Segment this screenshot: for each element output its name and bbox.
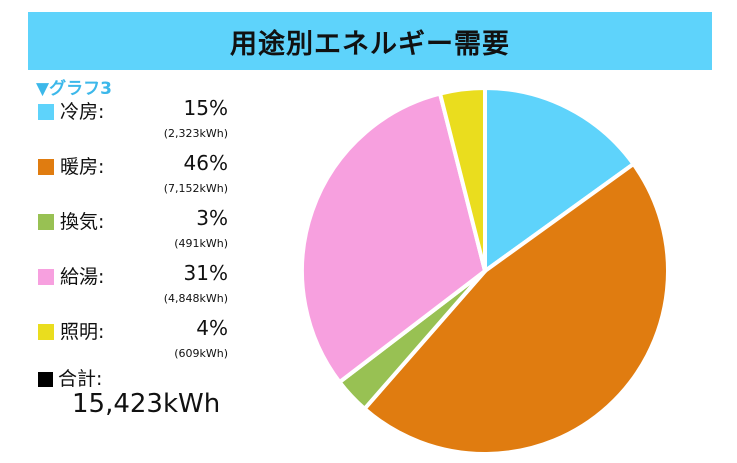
legend: 冷房: 15% (2,323kWh) 暖房: 46% (7,152kWh) 換気…: [36, 96, 236, 371]
legend-label-ventilation: 換気:: [60, 211, 105, 233]
legend-percent-ventilation: 3%: [196, 206, 228, 230]
total-value: 15,423kWh: [72, 389, 221, 419]
legend-percent-heating: 46%: [183, 151, 228, 175]
pie-slice-hot-water: [300, 91, 487, 385]
legend-swatch-heating: [38, 159, 54, 175]
total-swatch: [38, 372, 53, 387]
legend-item-hot-water: 給湯: 31% (4,848kWh): [36, 261, 236, 316]
legend-item-cooling: 冷房: 15% (2,323kWh): [36, 96, 236, 151]
graph-label[interactable]: ▼グラフ3: [36, 79, 112, 99]
legend-kwh-hot-water: (4,848kWh): [163, 292, 228, 305]
legend-label-cooling: 冷房:: [60, 101, 105, 123]
legend-item-heating: 暖房: 46% (7,152kWh): [36, 151, 236, 206]
legend-kwh-cooling: (2,323kWh): [163, 127, 228, 140]
pie-slice-lighting: [438, 86, 487, 273]
legend-item-ventilation: 換気: 3% (491kWh): [36, 206, 236, 261]
legend-label-hot-water: 給湯:: [60, 266, 105, 288]
title-bar: 用途別エネルギー需要: [28, 12, 712, 70]
pie-slice-heating: [362, 162, 670, 456]
legend-swatch-ventilation: [38, 214, 54, 230]
total-label: 合計:: [58, 368, 103, 390]
page-title: 用途別エネルギー需要: [230, 28, 510, 60]
legend-percent-lighting: 4%: [196, 316, 228, 340]
legend-swatch-lighting: [38, 324, 54, 340]
legend-kwh-ventilation: (491kWh): [174, 237, 228, 250]
legend-percent-hot-water: 31%: [183, 261, 228, 285]
legend-item-lighting: 照明: 4% (609kWh): [36, 316, 236, 371]
legend-label-lighting: 照明:: [60, 321, 105, 343]
legend-swatch-cooling: [38, 104, 54, 120]
legend-kwh-heating: (7,152kWh): [163, 182, 228, 195]
legend-label-heating: 暖房:: [60, 156, 105, 178]
pie-slice-cooling: [483, 86, 636, 273]
legend-swatch-hot-water: [38, 269, 54, 285]
legend-kwh-lighting: (609kWh): [174, 347, 228, 360]
legend-percent-cooling: 15%: [183, 96, 228, 120]
